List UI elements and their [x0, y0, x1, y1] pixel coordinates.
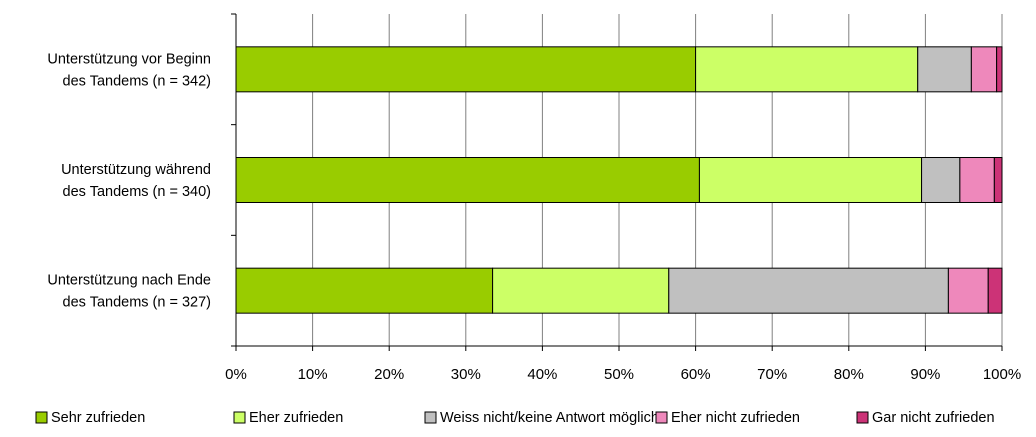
legend-label: Eher zufrieden [249, 410, 343, 426]
bar-segment [987, 267, 1003, 314]
legend: Sehr zufrieden Eher zufrieden Weiss nicht/… [35, 410, 995, 426]
category-label: des Tandems (n = 327) [63, 295, 211, 311]
x-tick-label: 60% [681, 366, 711, 383]
bar-segment [695, 46, 919, 93]
legend-label: Eher nicht zufrieden [671, 410, 800, 426]
bar-segment [235, 46, 697, 93]
legend-label: Weiss nicht/keine Antwort möglich [440, 410, 659, 426]
category-label: Unterstützung während [61, 162, 211, 178]
bar-segment [668, 267, 949, 314]
x-tick-label: 40% [527, 366, 557, 383]
x-tick-label: 30% [451, 366, 481, 383]
x-tick-labels: 0% 10% 20% 30% 40% 50% 60% 70% 80% 90% 100% [225, 366, 1021, 383]
legend-swatch [655, 411, 668, 424]
bars [235, 46, 1003, 314]
legend-label: Sehr zufrieden [51, 410, 145, 426]
legend-swatch [35, 411, 48, 424]
x-tick-label: 100% [983, 366, 1021, 383]
x-tick-label: 10% [298, 366, 328, 383]
x-tick-label: 90% [910, 366, 940, 383]
category-label: Unterstützung nach Ende [47, 273, 211, 289]
x-tick-label: 70% [757, 366, 787, 383]
x-tick-label: 80% [834, 366, 864, 383]
bar-segment [698, 157, 923, 203]
legend-swatch [856, 411, 869, 424]
category-labels: Unterstützung vor Beginn des Tandems (n =… [47, 51, 211, 310]
bar-segment [235, 157, 700, 203]
bar-segment [492, 267, 670, 314]
x-tick-label: 50% [604, 366, 634, 383]
bar-segment [993, 157, 1003, 203]
bar-segment [235, 267, 494, 314]
category-label: Unterstützung vor Beginn [47, 51, 211, 67]
axes [231, 13, 1003, 351]
bar-segment [921, 157, 961, 203]
x-tick-label: 20% [374, 366, 404, 383]
legend-label: Gar nicht zufrieden [872, 410, 995, 426]
bar-segment [959, 157, 995, 203]
legend-swatch [233, 411, 246, 424]
legend-swatch [424, 411, 437, 424]
x-tick-label: 0% [225, 366, 247, 383]
bar-segment [970, 46, 998, 93]
bar-segment [996, 46, 1003, 93]
bar-segment [947, 267, 989, 314]
category-label: des Tandems (n = 340) [63, 184, 211, 200]
bar-segment [917, 46, 972, 93]
category-label: des Tandems (n = 342) [63, 73, 211, 89]
